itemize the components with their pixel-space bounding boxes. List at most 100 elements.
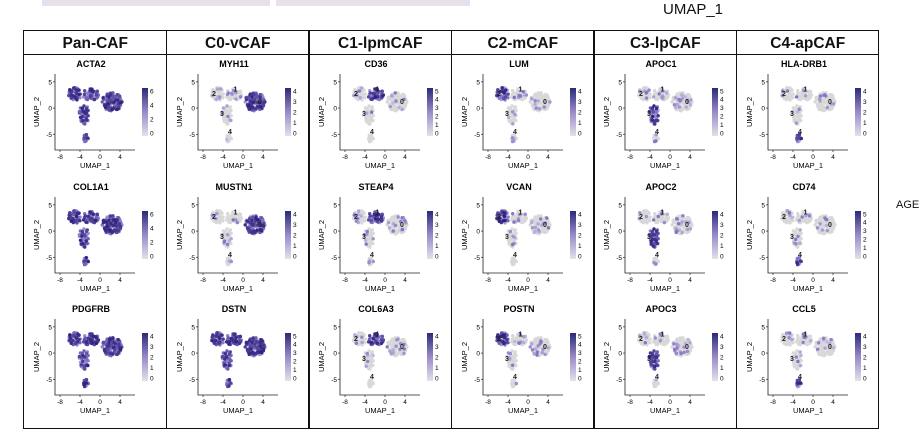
color-scale-label: 2	[293, 359, 297, 366]
y-tick-label: 5	[618, 324, 622, 331]
umap-point	[67, 216, 71, 221]
cluster-label: 2	[354, 214, 358, 221]
x-tick-label: -8	[57, 277, 63, 284]
axis-lines	[54, 319, 135, 396]
umap-point	[389, 339, 394, 343]
umap-point	[537, 107, 541, 111]
x-axis-label: UMAP_1	[80, 284, 110, 293]
umap-point	[808, 94, 812, 98]
umap-point	[368, 91, 372, 95]
umap-point	[814, 220, 818, 224]
umap-point	[81, 340, 86, 344]
umap-point	[653, 382, 657, 386]
umap-point	[637, 94, 642, 98]
umap-point	[223, 351, 227, 356]
umap-point	[543, 227, 547, 232]
umap-point	[227, 378, 231, 382]
umap-point	[497, 219, 501, 223]
umap-point	[793, 229, 797, 234]
umap-point	[106, 102, 110, 106]
gene-title: PDGFRB	[72, 304, 111, 314]
cluster-label: 0	[400, 99, 404, 106]
side-label: AGE	[896, 199, 920, 211]
umap-point	[371, 353, 375, 358]
color-scale-label: 3	[435, 222, 439, 229]
cluster-label: 1	[376, 331, 380, 338]
x-tick-label: -4	[362, 154, 368, 161]
umap-point	[74, 336, 78, 340]
umap-point	[233, 97, 238, 101]
umap-point	[248, 92, 252, 96]
umap-point	[680, 107, 684, 112]
umap-point	[648, 351, 653, 355]
umap-point	[230, 210, 235, 214]
color-scale-bar	[569, 211, 576, 259]
x-tick-label: -4	[505, 277, 511, 284]
umap-point	[368, 237, 372, 242]
column-header: Pan-CAF	[24, 31, 167, 55]
umap-feature-panel: COL1A1 5 0 -5 -8 -4 0 4 UMAP_1 UMAP_2 6 4 2 0	[25, 181, 167, 303]
umap-point	[353, 88, 357, 92]
umap-point	[542, 96, 546, 101]
umap-point	[77, 92, 81, 97]
umap-feature-panel: PDGFRB 5 0 -5 -8 -4 0 4 UMAP_1 UMAP_2 4 3 2 1 0	[25, 303, 167, 425]
umap-point	[78, 238, 83, 242]
umap-point	[515, 87, 520, 91]
cluster-label: 0	[400, 222, 404, 229]
color-scale-label: 3	[435, 344, 439, 351]
umap-point	[366, 218, 371, 222]
umap-point	[80, 229, 84, 234]
cluster-label: 1	[233, 209, 237, 216]
umap-point	[678, 99, 682, 103]
cluster-label: 4	[655, 129, 659, 136]
umap-point	[364, 242, 368, 246]
x-tick-label: 4	[688, 399, 692, 406]
cluster-label: 2	[782, 91, 786, 98]
umap-point	[387, 342, 391, 346]
umap-point	[362, 356, 367, 360]
umap-point	[817, 97, 821, 101]
color-scale-label: 3	[720, 344, 724, 351]
umap-point	[380, 94, 385, 98]
x-tick-label: -4	[77, 399, 83, 406]
umap-point	[359, 86, 364, 90]
umap-point	[512, 133, 516, 137]
gene-title: APOC2	[645, 182, 676, 192]
umap-point	[376, 91, 380, 95]
umap-point	[542, 341, 546, 346]
umap-point	[644, 91, 648, 95]
umap-point	[238, 334, 242, 339]
umap-point	[831, 102, 835, 106]
umap-point	[797, 107, 801, 111]
umap-point	[530, 226, 534, 230]
color-scale-label: 2	[150, 116, 154, 123]
umap-point	[402, 351, 406, 356]
cluster-label: 4	[513, 374, 517, 381]
umap-point	[369, 118, 373, 123]
cluster-label: 1	[518, 209, 522, 216]
cluster-label: 3	[790, 111, 794, 118]
umap-point	[108, 214, 112, 218]
umap-point	[647, 88, 651, 92]
umap-point	[228, 118, 233, 123]
y-axis-label: UMAP_2	[460, 220, 469, 250]
umap-point	[217, 336, 221, 340]
color-scale-bar	[427, 211, 433, 259]
umap-point	[797, 133, 801, 137]
color-scale-bar	[284, 88, 291, 136]
umap-point	[397, 105, 401, 109]
umap-point	[369, 256, 373, 260]
y-axis-label: UMAP_2	[175, 97, 184, 127]
umap-point	[815, 226, 819, 230]
umap-point	[68, 88, 72, 92]
color-scale-label: 2	[435, 232, 439, 239]
umap-point	[111, 352, 115, 356]
umap-point	[225, 242, 229, 247]
umap-point	[656, 114, 660, 118]
y-tick-label: -5	[46, 132, 52, 139]
umap-points	[779, 86, 837, 144]
x-tick-label: -8	[770, 154, 776, 161]
